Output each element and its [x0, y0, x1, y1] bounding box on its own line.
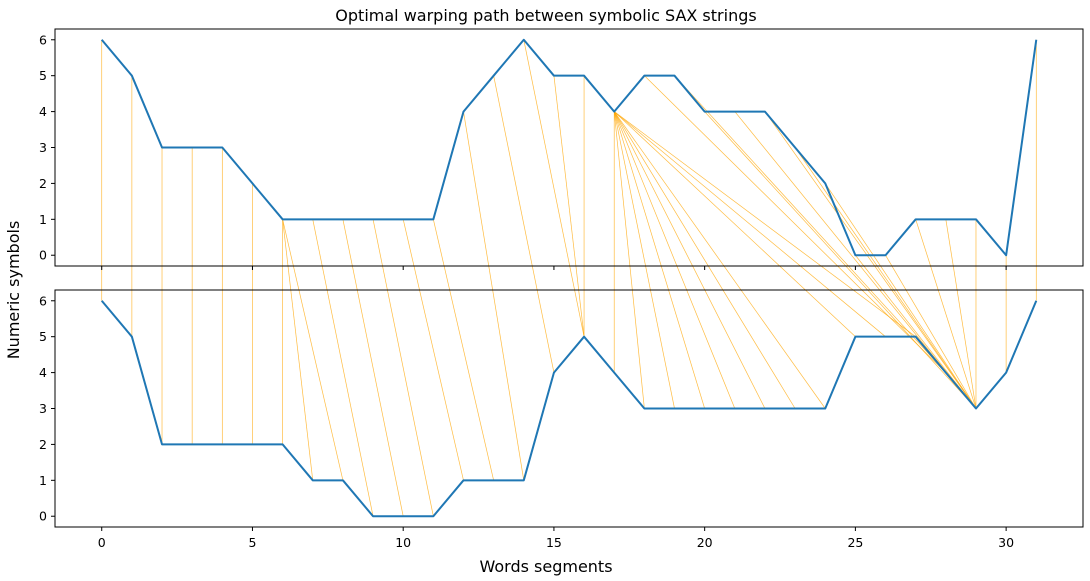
y-tick-label: 2: [39, 437, 47, 452]
warping-lines: [101, 39, 1037, 517]
warp-line: [915, 219, 977, 409]
warp-line: [613, 111, 886, 337]
warp-line: [945, 219, 977, 409]
warp-line: [553, 75, 585, 337]
y-tick-label: 1: [39, 212, 47, 227]
warp-line: [794, 147, 977, 409]
y-tick-label: 2: [39, 176, 47, 191]
y-tick-label: 4: [39, 365, 47, 380]
warp-line: [613, 111, 645, 409]
y-tick-label: 6: [39, 293, 47, 308]
x-tick-label: 10: [395, 535, 411, 550]
x-tick-label: 5: [248, 535, 256, 550]
y-tick-label: 4: [39, 104, 47, 119]
chart-title: Optimal warping path between symbolic SA…: [335, 6, 756, 25]
top-panel-ticks: 0 1 2 3 4 5 6: [39, 32, 1007, 270]
x-tick-label: 30: [998, 535, 1014, 550]
x-axis-label: Words segments: [479, 557, 612, 576]
series-line-top: [100, 38, 1038, 257]
warp-line: [614, 111, 916, 337]
y-tick-label: 0: [39, 248, 47, 263]
warp-line: [312, 219, 374, 517]
warp-line: [613, 111, 826, 409]
warp-line: [613, 111, 856, 337]
y-tick-label: 6: [39, 32, 47, 47]
warp-line: [704, 111, 977, 409]
bottom-panel-frame: [54, 289, 1084, 528]
warp-line: [613, 111, 705, 409]
warp-line: [613, 111, 675, 409]
warp-line: [493, 75, 555, 373]
warp-line: [824, 183, 977, 409]
warp-line: [402, 219, 464, 481]
warp-line: [282, 219, 344, 481]
warp-line: [885, 255, 977, 409]
warp-line: [855, 255, 977, 409]
y-axis-label: Numeric symbols: [4, 221, 23, 360]
top-panel: 0 1 2 3 4 5 6: [39, 28, 1084, 270]
x-tick-label: 0: [98, 535, 106, 550]
x-tick-label: 25: [847, 535, 863, 550]
top-panel-frame: [54, 28, 1084, 267]
y-tick-label: 5: [39, 68, 47, 83]
warp-line: [282, 219, 314, 481]
warp-line: [764, 111, 977, 409]
bottom-panel-ticks: 0 1 2 3 4 5 6 0 5 10 15 20 25 30: [39, 293, 1014, 550]
warp-line: [613, 111, 796, 409]
series-line-bottom: [100, 300, 1038, 518]
x-tick-label: 15: [546, 535, 562, 550]
warp-line: [613, 111, 736, 409]
warp-line: [674, 75, 947, 373]
warp-line: [342, 219, 404, 517]
warp-line: [613, 111, 766, 409]
warp-line: [463, 111, 525, 481]
warp-line: [432, 219, 494, 481]
bottom-panel: 0 1 2 3 4 5 6 0 5 10 15 20 25 30: [39, 289, 1084, 550]
y-tick-label: 0: [39, 509, 47, 524]
warp-line: [644, 75, 947, 373]
warp-line: [734, 111, 977, 409]
x-tick-label: 20: [697, 535, 713, 550]
warp-line: [523, 39, 585, 337]
y-tick-label: 5: [39, 329, 47, 344]
y-tick-label: 1: [39, 473, 47, 488]
y-tick-label: 3: [39, 401, 47, 416]
y-tick-label: 3: [39, 140, 47, 155]
warp-line: [372, 219, 434, 517]
